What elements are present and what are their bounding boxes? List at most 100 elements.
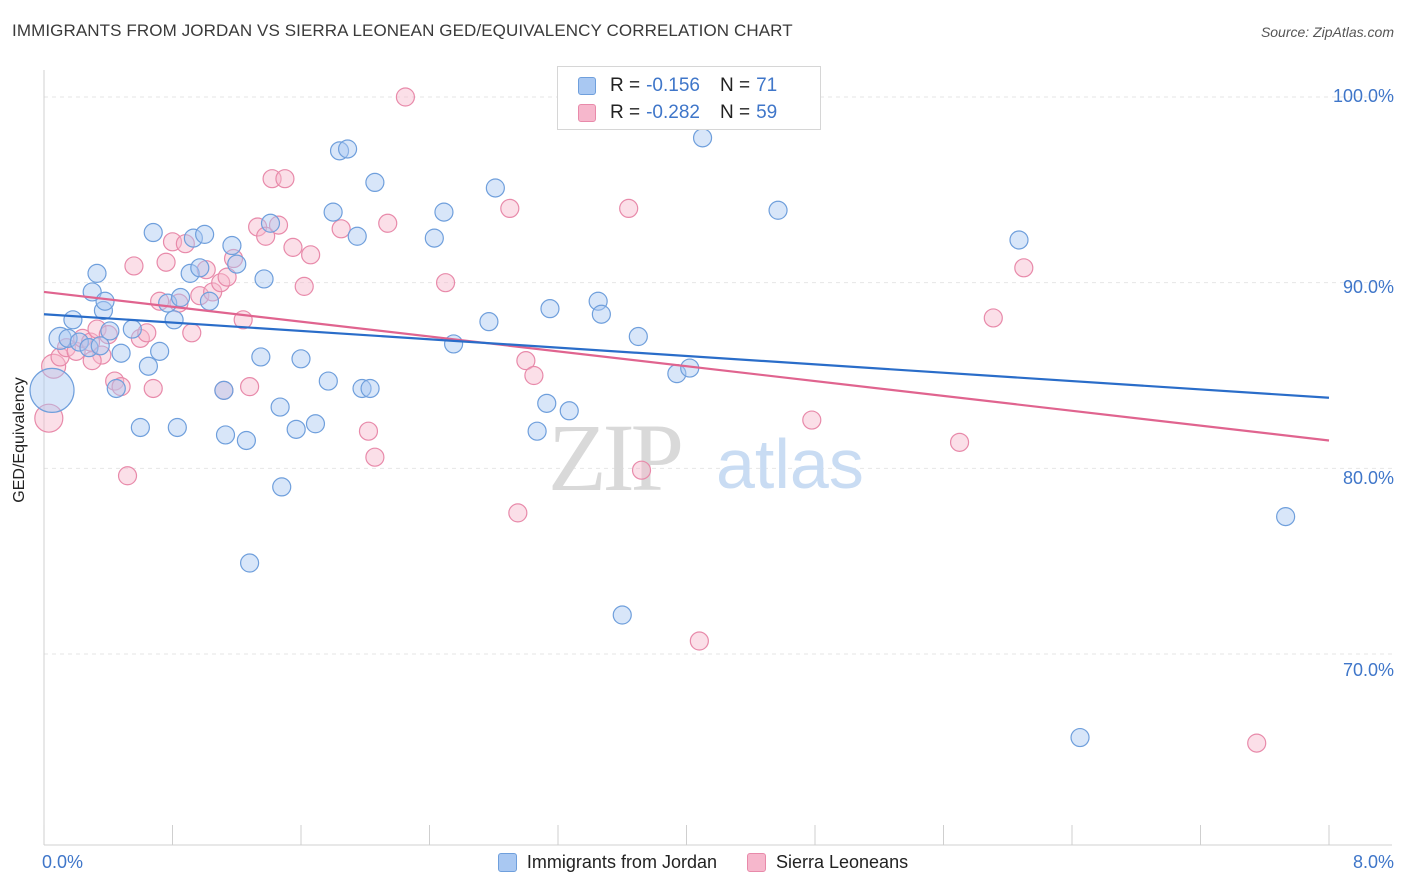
point-sierra-leoneans (41, 353, 67, 379)
point-sierra-leoneans (137, 323, 157, 343)
point-sierra-leoneans (143, 378, 163, 399)
point-sierra-leoneans (378, 213, 398, 233)
point-jordan (69, 332, 89, 352)
point-jordan (195, 224, 215, 244)
point-sierra-leoneans (435, 273, 456, 293)
point-jordan (240, 553, 260, 573)
point-jordan (612, 605, 632, 625)
point-jordan (270, 397, 290, 417)
point-sierra-leoneans (275, 169, 295, 189)
y-tick-label: 90.0% (1342, 277, 1394, 297)
point-jordan (150, 341, 170, 361)
point-sierra-leoneans (516, 351, 536, 371)
point-sierra-leoneans (358, 421, 379, 441)
legend-r-label: R = (610, 75, 641, 96)
point-jordan (1070, 727, 1090, 748)
legend-r-value: -0.282 (646, 102, 700, 123)
watermark-zip: ZIP (548, 404, 681, 511)
trend-line-jordan (43, 313, 1330, 399)
point-jordan (236, 430, 256, 451)
point-jordan (170, 287, 191, 308)
point-sierra-leoneans (949, 432, 970, 452)
point-jordan (183, 228, 203, 248)
y-tick-label: 80.0% (1342, 468, 1394, 488)
point-sierra-leoneans (124, 256, 144, 276)
x-axis-ticks (43, 825, 1330, 845)
watermark-atlas: atlas (716, 425, 864, 503)
legend-r-value: -0.156 (646, 75, 700, 96)
point-jordan (58, 328, 78, 348)
x-tick-label-right: 8.0% (1352, 852, 1394, 872)
point-jordan (1276, 507, 1296, 527)
point-jordan (337, 139, 358, 159)
point-jordan (227, 254, 247, 274)
point-jordan (130, 417, 150, 438)
legend-row-jordan: R = -0.156 N = 71 (578, 74, 777, 98)
axes (43, 70, 1392, 846)
point-jordan (537, 393, 557, 413)
point-sierra-leoneans (619, 198, 639, 218)
point-jordan (138, 356, 159, 376)
point-jordan (222, 235, 242, 256)
point-sierra-leoneans (268, 215, 289, 235)
point-jordan (286, 419, 306, 439)
y-axis-label: GED/Equivalency (11, 377, 28, 503)
point-sierra-leoneans (190, 286, 210, 306)
y-tick-label: 100.0% (1332, 86, 1394, 106)
legend-n-value: 71 (756, 75, 778, 96)
point-jordan (591, 304, 611, 324)
trend-line-sierra-leoneans (43, 290, 1330, 442)
point-jordan (272, 477, 292, 497)
point-sierra-leoneans (524, 365, 544, 386)
point-jordan (215, 425, 236, 445)
series-jordan-points (29, 85, 1296, 748)
legend-n-label: N = (719, 102, 751, 123)
legend-item-jordan[interactable]: Immigrants from Jordan (497, 852, 717, 873)
legend-item-sierra-leoneans[interactable]: Sierra Leoneans (746, 852, 909, 873)
point-sierra-leoneans (500, 198, 520, 218)
legend-swatch-blue (578, 77, 596, 95)
point-sierra-leoneans (802, 410, 822, 430)
point-jordan (559, 401, 579, 421)
point-jordan (29, 367, 75, 413)
point-jordan (95, 291, 115, 311)
x-tick-label-left: 0.0% (42, 852, 84, 872)
source-label: Source: ZipAtlas.com (1260, 24, 1394, 40)
point-jordan (424, 228, 444, 248)
legend-series-name: Sierra Leoneans (775, 852, 909, 872)
point-jordan (628, 326, 648, 347)
point-sierra-leoneans (294, 276, 314, 296)
chart-title: IMMIGRANTS FROM JORDAN VS SIERRA LEONEAN… (12, 21, 793, 40)
point-jordan (214, 380, 234, 400)
legend-series-name: Immigrants from Jordan (526, 852, 717, 872)
stats-legend: R = -0.156 N = 71 R = -0.282 N = 59 (557, 66, 821, 130)
point-sierra-leoneans (395, 87, 416, 107)
point-sierra-leoneans (631, 460, 652, 480)
legend-row-sierra-leoneans: R = -0.282 N = 59 (578, 101, 777, 125)
point-sierra-leoneans (301, 245, 321, 265)
point-jordan (692, 128, 713, 148)
point-jordan (87, 263, 107, 283)
point-sierra-leoneans (1014, 258, 1034, 278)
y-tick-label: 70.0% (1342, 660, 1394, 680)
point-jordan (180, 263, 200, 283)
point-jordan (106, 378, 126, 399)
legend-swatch-blue (497, 853, 517, 872)
point-jordan (318, 371, 338, 391)
point-sierra-leoneans (117, 466, 138, 486)
point-jordan (111, 343, 131, 363)
point-jordan (122, 319, 142, 339)
point-sierra-leoneans (331, 219, 351, 239)
legend-swatch-pink (578, 104, 596, 122)
point-jordan (251, 347, 271, 367)
point-jordan (63, 310, 83, 330)
series-legend: Immigrants from Jordan Sierra Leoneans (0, 852, 1406, 873)
point-jordan (1009, 230, 1029, 250)
point-sierra-leoneans (182, 323, 202, 343)
point-jordan (305, 414, 326, 434)
watermark: ZIP atlas (548, 404, 864, 511)
legend-r-label: R = (610, 102, 641, 123)
point-jordan (323, 202, 343, 222)
point-jordan (329, 141, 350, 161)
trend-lines (43, 290, 1330, 442)
